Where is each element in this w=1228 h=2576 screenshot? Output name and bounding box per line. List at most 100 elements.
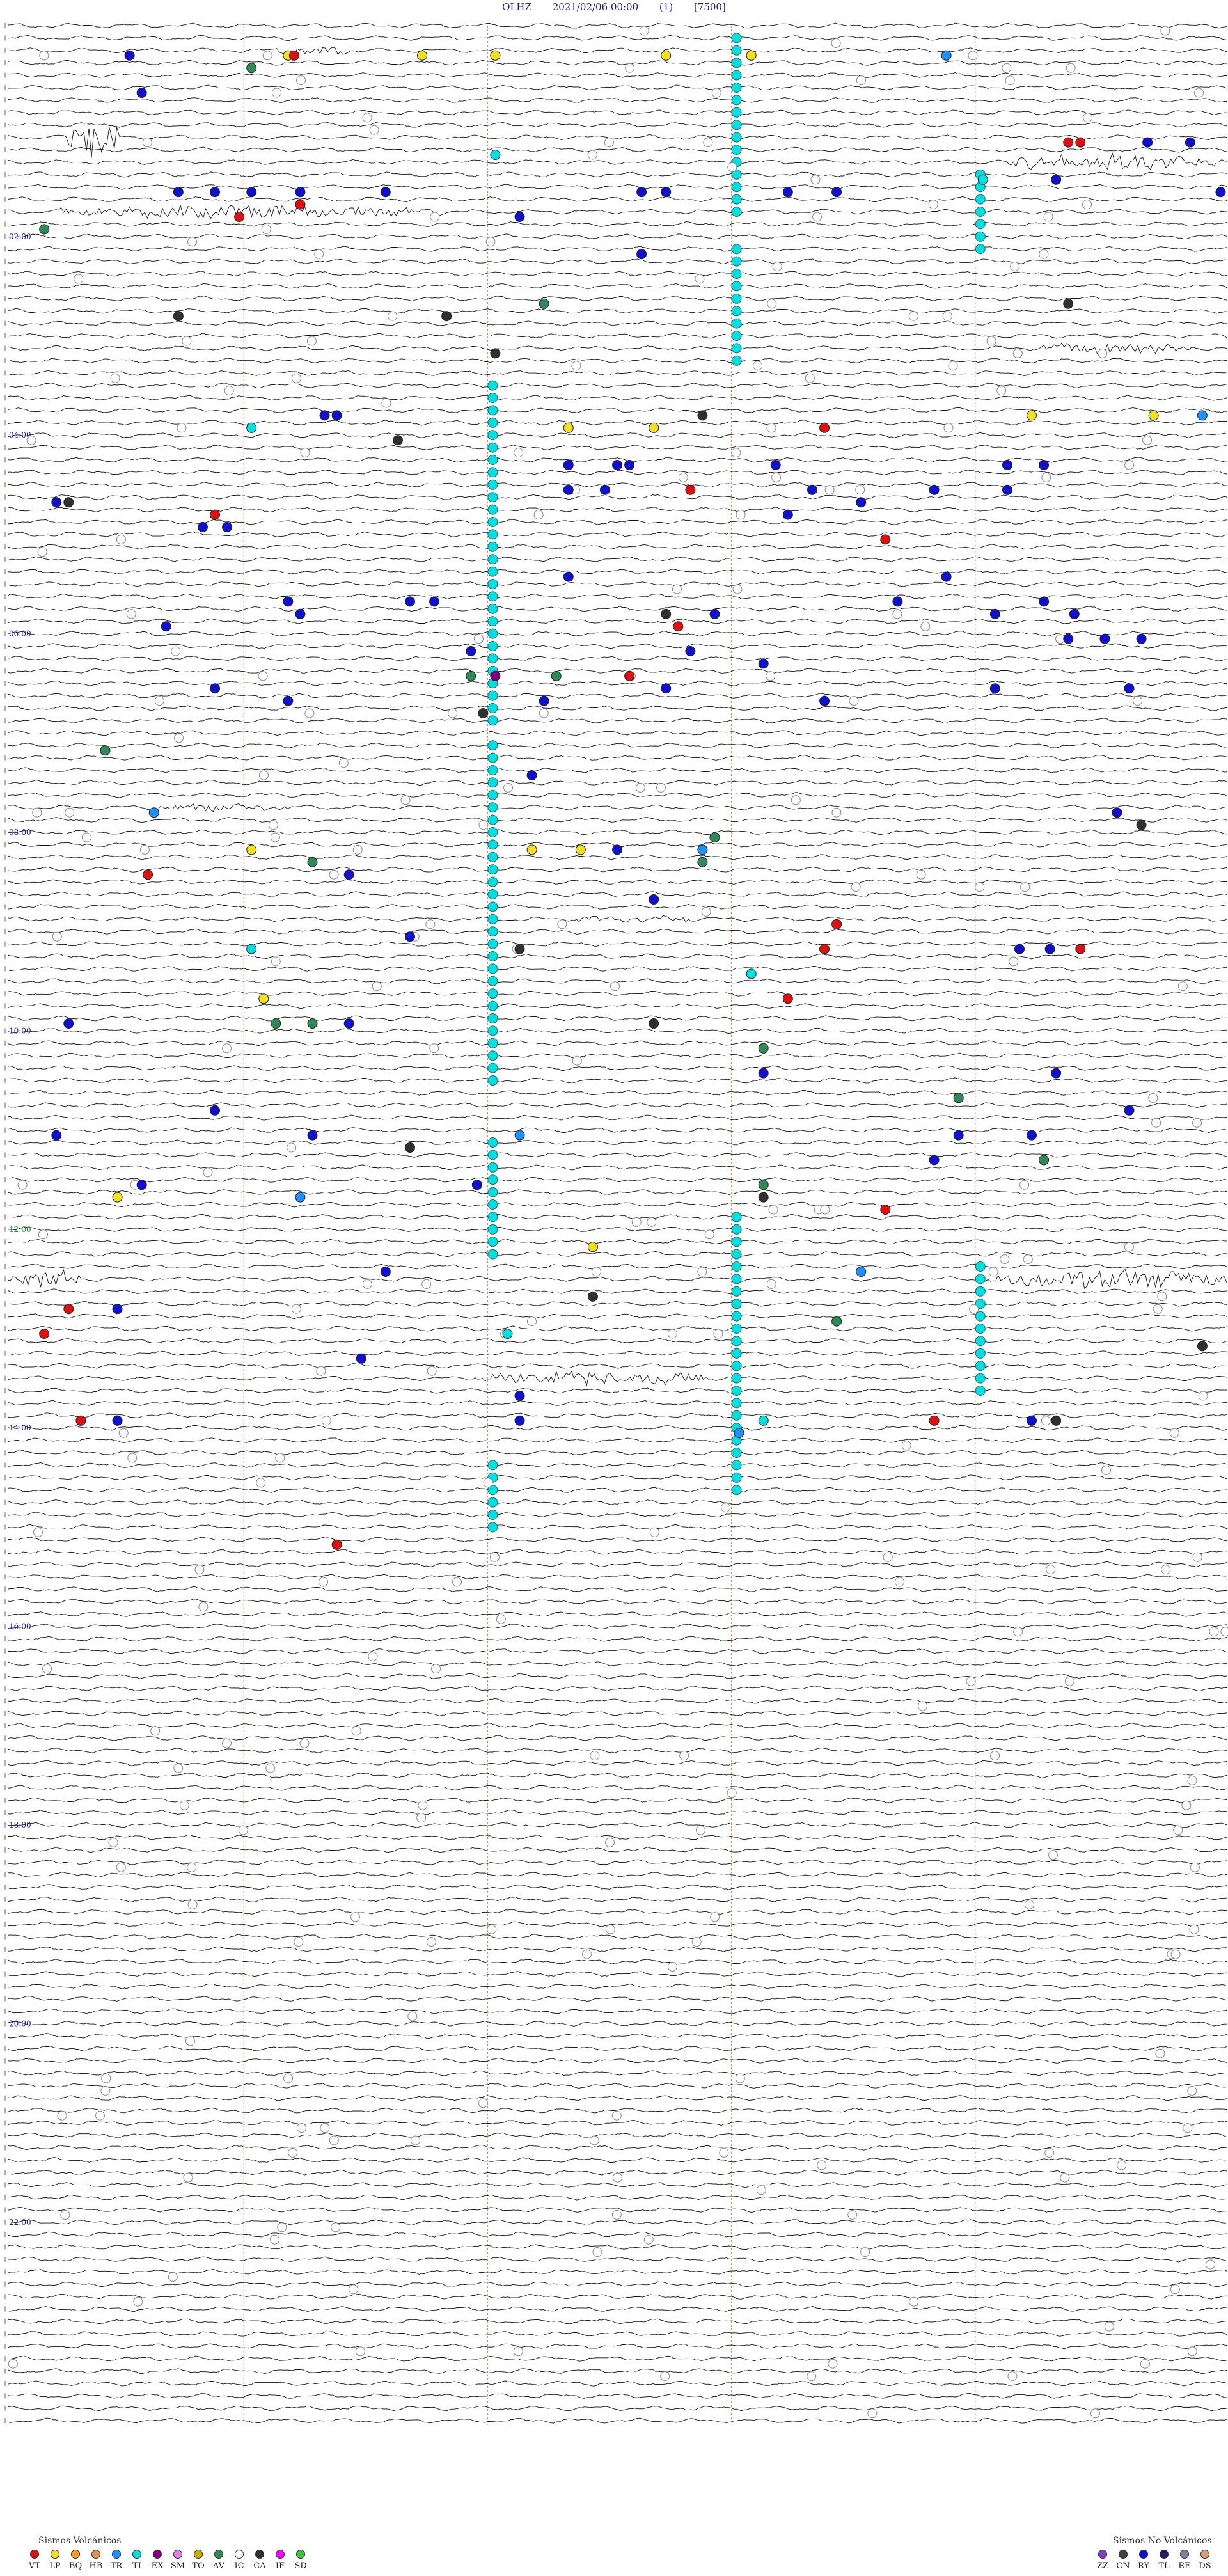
trace-line	[7, 1213, 1227, 1220]
ic-event-marker	[828, 2359, 838, 2369]
ic-event-marker	[1187, 2085, 1197, 2096]
trace-line	[7, 1748, 1227, 1753]
hour-label: 10:00	[9, 1026, 31, 1035]
ic-event-marker	[8, 2359, 18, 2369]
event-marker-ry	[173, 187, 184, 198]
ic-event-marker	[856, 75, 866, 86]
ic-event-marker	[849, 696, 859, 706]
ic-event-marker	[649, 1527, 659, 1537]
ic-event-marker	[37, 547, 47, 557]
event-marker-ry	[563, 484, 574, 495]
ic-event-marker	[381, 398, 391, 408]
ic-event-marker	[256, 1478, 266, 1488]
tremor-marker	[487, 504, 498, 515]
tremor-marker	[487, 827, 498, 837]
trace-line	[7, 1624, 1227, 1630]
trace-line	[7, 1884, 1227, 1890]
tremor-marker	[487, 1187, 498, 1197]
event-marker-ry	[782, 187, 793, 198]
trace-line	[7, 544, 1227, 550]
ic-event-marker	[1155, 2048, 1165, 2058]
trace-line	[7, 127, 1227, 158]
ic-event-marker	[1044, 2147, 1055, 2158]
ic-event-marker	[116, 534, 126, 544]
ic-event-marker	[1169, 1428, 1179, 1438]
tremor-marker	[487, 876, 498, 887]
trace-line	[7, 221, 1227, 227]
ic-event-marker	[349, 2284, 359, 2295]
ic-event-marker	[351, 1726, 361, 1736]
ic-event-marker	[732, 584, 743, 594]
event-marker-ca	[758, 1192, 769, 1203]
ic-event-marker	[1083, 113, 1093, 123]
trace-line	[7, 1711, 1227, 1716]
ic-event-marker	[489, 1552, 500, 1562]
ic-event-marker	[988, 1267, 998, 1277]
ic-event-marker	[171, 646, 181, 656]
hour-label: 18:00	[9, 1821, 31, 1829]
ic-event-marker	[604, 138, 614, 148]
ic-event-marker	[591, 1267, 601, 1277]
trace-line	[7, 2293, 1227, 2300]
ic-event-marker	[711, 88, 721, 98]
tremor-marker	[731, 1299, 742, 1309]
legend-item-lp: LP	[46, 2550, 64, 2571]
ic-event-marker	[810, 175, 821, 185]
trace-line	[7, 1773, 1227, 1778]
legend-item-ds: DS	[1196, 2550, 1214, 2571]
ic-event-marker	[1048, 1850, 1059, 1860]
ic-event-marker	[667, 1329, 677, 1339]
legend-swatch	[1098, 2550, 1107, 2559]
ic-event-marker	[756, 2185, 766, 2195]
ic-event-marker	[631, 1217, 642, 1227]
event-marker-ry	[941, 571, 952, 582]
tremor-marker	[731, 1448, 742, 1458]
ic-event-marker	[268, 820, 278, 830]
tremor-marker	[975, 1336, 986, 1347]
tremor-marker	[975, 1386, 986, 1396]
ic-event-marker	[989, 1751, 1000, 1761]
event-marker-ry	[51, 497, 62, 508]
ic-event-marker	[224, 386, 234, 396]
trace-line	[7, 2020, 1227, 2027]
event-marker-ry	[295, 608, 306, 619]
legend-item-tr: TR	[107, 2550, 125, 2571]
legend-swatch	[30, 2550, 39, 2559]
ic-event-marker	[52, 931, 62, 942]
event-marker-ry	[636, 187, 647, 198]
tremor-marker	[731, 355, 742, 366]
ic-event-marker	[1009, 956, 1019, 967]
ic-event-marker	[656, 782, 666, 793]
trace-line	[7, 445, 1227, 450]
ic-event-marker	[187, 237, 198, 247]
tremor-marker	[487, 1249, 498, 1260]
ic-event-marker	[296, 75, 306, 86]
tremor-marker	[487, 1050, 498, 1061]
ic-event-marker	[1157, 1292, 1167, 1302]
event-marker-ry	[356, 1353, 366, 1364]
event-marker-av	[539, 298, 549, 309]
event-marker-ry	[197, 522, 208, 532]
trace-line	[7, 1363, 1227, 1369]
trace-line	[7, 817, 1227, 823]
event-marker-vt	[831, 919, 842, 929]
ic-event-marker	[1124, 1242, 1134, 1252]
ic-event-marker	[478, 820, 489, 830]
trace-line	[7, 1114, 1227, 1121]
event-marker-vt	[819, 944, 830, 954]
ic-event-marker	[1177, 981, 1188, 992]
trace-line	[7, 2120, 1227, 2126]
ic-event-marker	[831, 807, 842, 818]
event-marker-ry	[283, 596, 294, 607]
event-marker-ca	[1051, 1415, 1062, 1426]
ic-event-marker	[238, 1825, 248, 1835]
legend-code: AV	[212, 2561, 225, 2571]
ic-event-marker	[329, 2135, 339, 2145]
trace-line	[7, 1077, 1227, 1084]
trace-line	[7, 2331, 1227, 2337]
ic-event-marker	[703, 138, 713, 148]
trace-line	[7, 1760, 1227, 1766]
trace-line	[7, 2144, 1227, 2151]
tremor-marker	[487, 690, 498, 701]
ic-event-marker	[1066, 63, 1076, 73]
